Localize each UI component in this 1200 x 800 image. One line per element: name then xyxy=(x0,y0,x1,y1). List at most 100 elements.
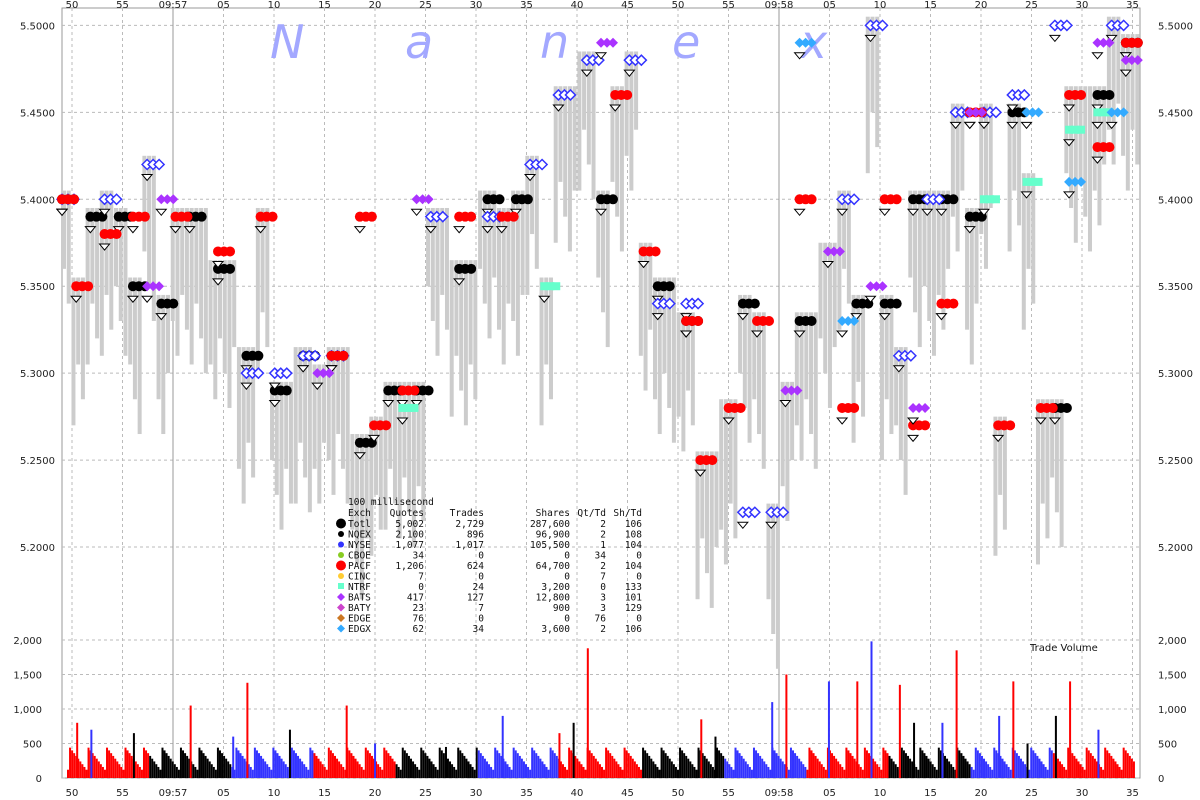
volume-bar xyxy=(962,755,965,778)
nbbo-bar xyxy=(359,434,364,600)
volume-bar xyxy=(566,769,569,778)
magenta-diamond-icon xyxy=(337,603,345,612)
volume-bar xyxy=(253,747,256,778)
trade-triangle-marker xyxy=(84,226,97,234)
volume-bar xyxy=(584,769,587,778)
stats-table-cell: 896 xyxy=(467,530,484,541)
volume-bar xyxy=(904,753,907,778)
nbbo-bar xyxy=(175,207,180,356)
volume-bar xyxy=(103,769,106,778)
trade-triangle-marker xyxy=(254,226,267,234)
quote-marker-nqex xyxy=(225,263,236,274)
volume-bar xyxy=(405,753,408,778)
volume-bar xyxy=(537,755,540,778)
trade-triangle-marker xyxy=(594,52,608,60)
nbbo-bar xyxy=(459,260,464,391)
volume-bar xyxy=(828,750,831,778)
quote-marker-nyse xyxy=(663,297,676,310)
volume-bar xyxy=(853,758,856,778)
nbbo-bar xyxy=(1040,399,1045,504)
volume-bar xyxy=(301,761,304,778)
trade-triangle-marker xyxy=(779,400,792,408)
stats-table-cell: BATY xyxy=(348,603,371,614)
volume-bar xyxy=(169,758,172,778)
stats-table-cell: 34 xyxy=(595,551,607,562)
volume-bar xyxy=(116,761,119,778)
price-tick-label: 5.2000 xyxy=(20,543,55,554)
nbbo-bar xyxy=(355,434,360,565)
nbbo-bar xyxy=(270,381,275,461)
volume-bar xyxy=(629,755,632,778)
nbbo-bar xyxy=(411,381,416,548)
quote-marker-pacf xyxy=(1104,142,1115,153)
nbbo-bar xyxy=(1035,399,1040,565)
quote-marker-nqex xyxy=(664,281,675,292)
volume-bar xyxy=(872,758,875,778)
nbbo-bar xyxy=(747,294,752,443)
nbbo-bar xyxy=(780,381,785,487)
volume-bar xyxy=(309,747,312,778)
nbbo-bar xyxy=(657,277,662,435)
volume-bar xyxy=(272,747,275,778)
volume-bar xyxy=(695,769,698,778)
volume-bar xyxy=(607,750,610,778)
volume-bar xyxy=(319,761,322,778)
trade-triangle-marker xyxy=(353,452,366,460)
nbbo-bar xyxy=(1102,86,1107,165)
nbbo-bar xyxy=(288,381,293,504)
volume-peak-bar xyxy=(586,648,589,778)
stats-table-cell: 3,600 xyxy=(541,624,570,635)
nbbo-bar xyxy=(189,207,194,365)
volume-bar xyxy=(822,766,825,778)
volume-bar xyxy=(531,747,534,778)
volume-bar xyxy=(381,769,384,778)
trade-triangle-marker xyxy=(836,417,849,425)
nbbo-bar xyxy=(208,260,213,365)
volume-bar xyxy=(1124,750,1127,778)
quote-marker-pacf xyxy=(1005,420,1016,431)
stats-table-cell: 0 xyxy=(564,572,570,583)
quote-marker-pacf xyxy=(466,211,477,222)
quote-marker-edgx xyxy=(1027,107,1038,118)
nbbo-bar xyxy=(274,381,279,495)
time-tick-label-top: 30 xyxy=(1076,0,1089,11)
volume-peak-bar xyxy=(501,715,504,778)
volume-bar xyxy=(151,758,154,778)
volume-bar xyxy=(1116,764,1119,778)
volume-bar xyxy=(350,753,353,778)
volume-bar xyxy=(163,750,166,778)
volume-bar xyxy=(685,755,688,778)
volume-bar xyxy=(820,764,823,778)
quote-marker-edgx xyxy=(806,37,817,48)
volume-tick-label-right: 1,500 xyxy=(1158,671,1187,682)
time-tick-label-top: 05 xyxy=(823,0,836,11)
volume-bar xyxy=(239,753,242,778)
volume-peak-bar xyxy=(444,746,447,778)
volume-bar xyxy=(722,755,725,778)
volume-bar xyxy=(543,764,546,778)
nbbo-bar xyxy=(496,207,501,330)
time-tick-label-bottom: 25 xyxy=(1025,788,1038,799)
time-tick-label-bottom: 50 xyxy=(672,788,685,799)
nbbo-bar xyxy=(307,347,312,513)
nbbo-bar xyxy=(383,381,388,530)
trade-triangle-marker xyxy=(126,226,139,234)
volume-bar xyxy=(812,753,815,778)
quote-marker-pacf xyxy=(707,455,718,466)
quote-marker-pacf xyxy=(735,402,746,413)
nbbo-bar xyxy=(577,51,582,191)
trade-triangle-marker xyxy=(736,521,749,530)
nbbo-bar xyxy=(875,16,880,148)
stats-table-cell: 1,206 xyxy=(395,561,424,572)
volume-bar xyxy=(1028,769,1031,778)
nbbo-bar xyxy=(827,242,832,408)
quote-marker-nyse xyxy=(436,210,449,223)
nbbo-bar xyxy=(950,103,955,217)
nbbo-bar xyxy=(128,277,133,365)
quote-marker-nyse xyxy=(777,506,790,519)
volume-bar xyxy=(798,758,801,778)
stats-table-cell: 104 xyxy=(625,540,642,551)
time-tick-label-top: 30 xyxy=(470,0,483,11)
volume-bar xyxy=(284,764,287,778)
quote-marker-bats xyxy=(154,281,165,292)
